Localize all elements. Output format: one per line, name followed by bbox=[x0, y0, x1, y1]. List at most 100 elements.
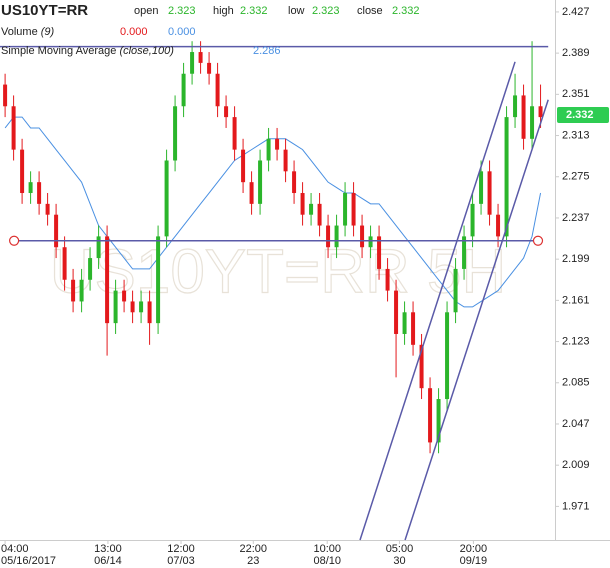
candle-body bbox=[3, 84, 8, 107]
legend-label: Simple Moving Average (close,100) bbox=[1, 45, 174, 57]
y-tick-label: 2.123 bbox=[562, 335, 590, 347]
candle-body bbox=[343, 193, 348, 226]
y-tick-label: 2.199 bbox=[562, 253, 590, 265]
candle-body bbox=[54, 214, 59, 248]
candle-body bbox=[521, 95, 526, 139]
legend-label: close bbox=[357, 5, 383, 17]
sma-line bbox=[4, 116, 542, 308]
y-tick-label: 2.313 bbox=[562, 129, 590, 141]
drawn-line bbox=[359, 61, 516, 541]
candle-body bbox=[394, 290, 399, 334]
y-tick-label: 2.009 bbox=[562, 459, 590, 471]
candle-body bbox=[198, 52, 203, 63]
candle-body bbox=[215, 73, 220, 107]
y-tick-label: 2.389 bbox=[562, 47, 590, 59]
legend-params: (close,100) bbox=[119, 45, 174, 57]
candle-body bbox=[538, 106, 543, 118]
candle-body bbox=[479, 171, 484, 204]
x-tick-date: 30 bbox=[393, 555, 405, 567]
candle-body bbox=[496, 214, 501, 237]
legend-params: (9) bbox=[41, 26, 55, 38]
y-tick-label: 2.161 bbox=[562, 294, 590, 306]
candle-body bbox=[300, 193, 305, 215]
candle-body bbox=[385, 268, 390, 291]
last-price-tag bbox=[557, 106, 609, 123]
legend-value: 2.323 bbox=[312, 5, 340, 17]
x-tick-date: 09/19 bbox=[460, 555, 488, 567]
candle-body bbox=[436, 399, 441, 443]
x-tick-date: 05/16/2017 bbox=[1, 555, 56, 567]
legend-label: high bbox=[213, 5, 234, 17]
legend-value: 2.332 bbox=[392, 5, 420, 17]
x-tick-date: 07/03 bbox=[167, 555, 195, 567]
candle-body bbox=[453, 268, 458, 313]
legend-label: open bbox=[134, 5, 158, 17]
legend-label: Volume bbox=[1, 26, 38, 38]
legend-value: 2.332 bbox=[240, 5, 268, 17]
candle-body bbox=[224, 106, 229, 118]
candle-body bbox=[470, 203, 475, 237]
candle-body bbox=[283, 149, 288, 172]
legend-label: low bbox=[288, 5, 305, 17]
candle-body bbox=[317, 203, 322, 226]
last-price-label: 2.332 bbox=[566, 109, 594, 121]
legend: US10YT=RR open 2.323 high 2.332 low 2.32… bbox=[1, 2, 420, 57]
candle-body bbox=[96, 236, 101, 259]
y-tick-label: 2.047 bbox=[562, 418, 590, 430]
legend-value: 0.000 bbox=[168, 26, 196, 38]
legend-value: 0.000 bbox=[120, 26, 148, 38]
y-tick-label: 2.351 bbox=[562, 88, 590, 100]
candle-body bbox=[37, 182, 42, 204]
legend-label: Volume (9) bbox=[1, 26, 55, 38]
watermark: US10YT=RR 5H bbox=[50, 237, 507, 306]
candle-body bbox=[487, 171, 492, 215]
candle-body bbox=[122, 290, 127, 302]
candle-body bbox=[351, 193, 356, 226]
candle-body bbox=[79, 279, 84, 302]
candle-body bbox=[275, 138, 280, 150]
x-tick-label: 05:00 bbox=[386, 543, 414, 555]
candle-body bbox=[45, 203, 50, 215]
candle-body bbox=[513, 95, 518, 118]
candle-body bbox=[368, 236, 373, 248]
x-tick-date: 08/10 bbox=[313, 555, 341, 567]
legend-label: Simple Moving Average bbox=[1, 45, 116, 57]
candle-body bbox=[334, 225, 339, 248]
x-tick-date: 06/14 bbox=[94, 555, 122, 567]
candle-body bbox=[309, 203, 314, 215]
candle-body bbox=[377, 236, 382, 269]
candle-body bbox=[402, 312, 407, 334]
plot-area bbox=[0, 41, 549, 541]
x-tick-label: 12:00 bbox=[167, 543, 195, 555]
candle-body bbox=[164, 160, 169, 237]
candle-body bbox=[249, 182, 254, 204]
candle-body bbox=[266, 138, 271, 161]
candle-body bbox=[71, 279, 76, 302]
drawn-line bbox=[404, 99, 549, 541]
candle-body bbox=[11, 106, 16, 150]
candle-body bbox=[88, 258, 93, 280]
candle-body bbox=[326, 225, 331, 248]
x-tick-label: 20:00 bbox=[460, 543, 488, 555]
line-handle bbox=[532, 235, 544, 246]
x-tick-label: 13:00 bbox=[94, 543, 122, 555]
line-handle bbox=[9, 235, 20, 246]
candle-body bbox=[241, 149, 246, 183]
candle-body bbox=[292, 171, 297, 194]
candle-body bbox=[130, 301, 135, 313]
candle-body bbox=[156, 236, 161, 324]
candle-body bbox=[258, 160, 263, 204]
candle-body bbox=[411, 312, 416, 345]
candle-body bbox=[207, 62, 212, 74]
candle-body bbox=[173, 106, 178, 161]
x-tick-label: 10:00 bbox=[313, 543, 341, 555]
candle-body bbox=[113, 290, 118, 324]
candle-body bbox=[139, 301, 144, 313]
legend-value: 2.286 bbox=[253, 45, 281, 57]
candle-body bbox=[360, 225, 365, 248]
candle-body bbox=[190, 52, 195, 74]
candle-body bbox=[20, 149, 25, 194]
candle-body bbox=[105, 236, 110, 324]
candle-body bbox=[462, 236, 467, 269]
